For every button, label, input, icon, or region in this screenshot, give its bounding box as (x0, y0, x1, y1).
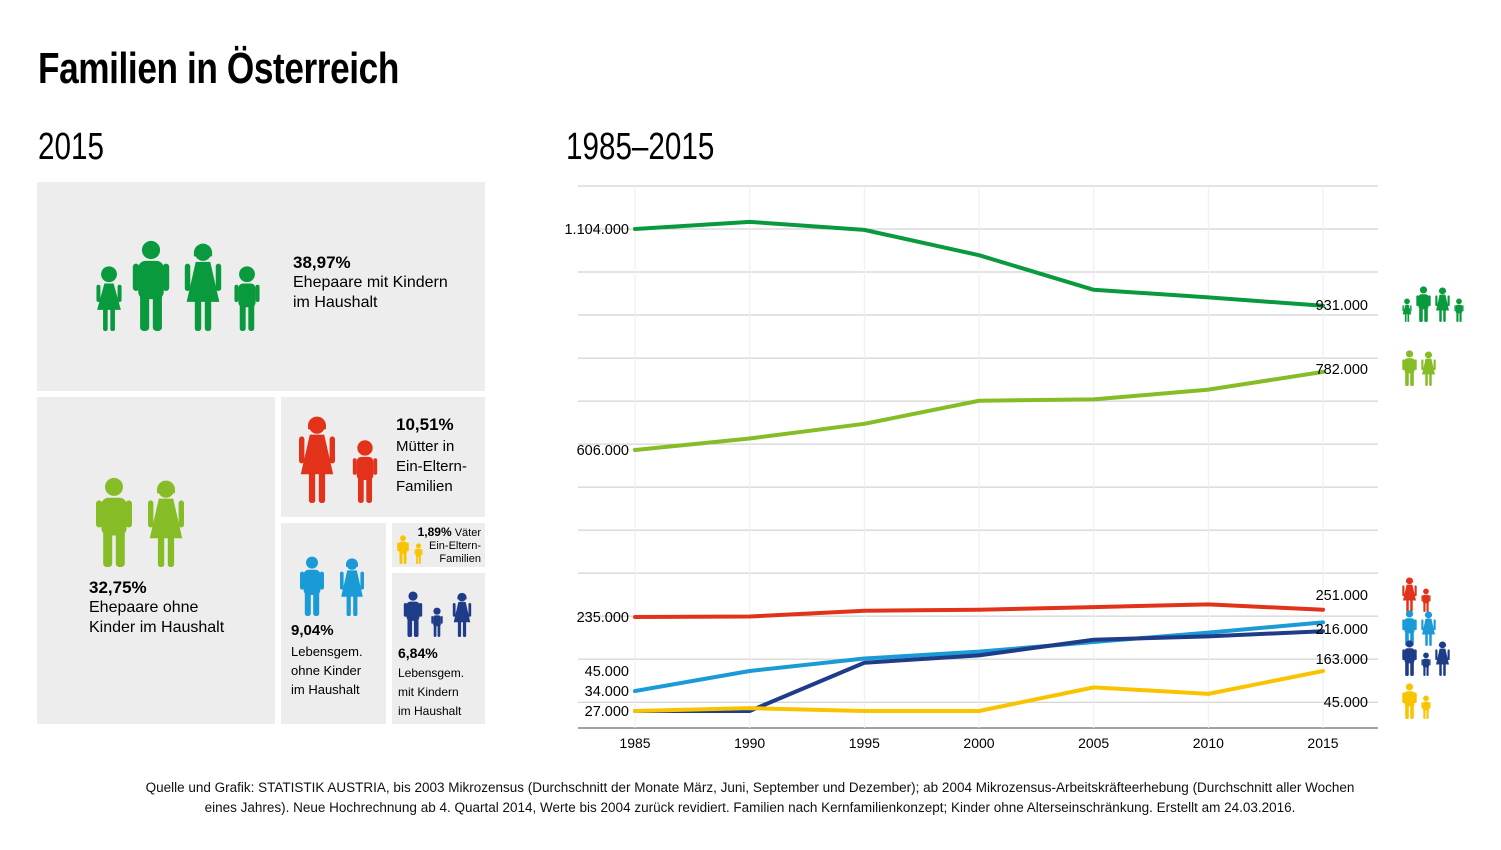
series-line-5 (633, 669, 1325, 713)
tile-label: Lebensgem. mit Kindern im Haushalt (398, 666, 465, 718)
end-value-label: 251.000 (1316, 588, 1368, 604)
person-icon (1402, 683, 1417, 719)
y-tick-label: 34.000 (585, 684, 629, 700)
right-subtitle: 1985–2015 (566, 126, 715, 168)
person-icon (1421, 695, 1431, 719)
tile-single-mothers: 10,51% Mütter in Ein-Eltern- Familien (281, 397, 485, 517)
x-tick-label: 2015 (1307, 735, 1338, 751)
tile-label: Ehepaare ohne Kinder im Haushalt (89, 599, 225, 636)
tile-percent: 10,51% (396, 415, 454, 434)
y-tick-label: 235.000 (577, 610, 629, 626)
series-line-4 (633, 629, 1325, 713)
person-icon (1421, 652, 1431, 676)
tile-percent: 9,04% (291, 622, 334, 639)
y-tick-label: 27.000 (585, 704, 629, 720)
couple-icon (300, 556, 364, 616)
end-value-label: 782.000 (1316, 362, 1368, 378)
tile-percent: 1,89% (417, 525, 452, 539)
line-chart: 1985 1990 1995 2000 2005 2010 2015 1.104.000 606… (564, 185, 1464, 751)
x-tick-label: 1995 (849, 735, 880, 751)
tile-percent: 6,84% (398, 645, 438, 661)
x-tick-label: 2005 (1078, 735, 1109, 751)
person-icon (1435, 641, 1450, 676)
person-icon (1402, 298, 1412, 322)
tile-percent: 32,75% (89, 578, 147, 597)
y-tick-label: 45.000 (585, 664, 629, 680)
person-icon (1402, 640, 1417, 676)
page-title: Familien in Österreich (38, 44, 399, 93)
end-value-label: 45.000 (1324, 695, 1368, 711)
tile-label: 1,89% Väter Ein-Eltern- Familien (417, 525, 481, 566)
couple-icon (96, 477, 184, 567)
x-tick-label: 2010 (1193, 735, 1224, 751)
person-icon (1416, 286, 1431, 322)
person-icon (1454, 298, 1464, 322)
tile-married-with-children: 38,97% Ehepaare mit Kindern im Haushalt (37, 182, 485, 391)
x-tick-label: 2000 (963, 735, 994, 751)
y-tick-label: 606.000 (577, 443, 629, 459)
person-icon (1421, 588, 1431, 612)
tile-single-fathers: 1,89% Väter Ein-Eltern- Familien (392, 523, 485, 567)
tile-label: Lebensgem. ohne Kinder im Haushalt (291, 644, 363, 697)
person-icon (1421, 611, 1436, 646)
series-line-0 (633, 219, 1325, 308)
person-icon (1435, 287, 1450, 322)
series-line-2 (633, 602, 1325, 619)
family-icon (96, 240, 260, 331)
person-icon (1402, 577, 1417, 612)
left-subtitle: 2015 (38, 126, 104, 168)
x-tick-label: 1990 (734, 735, 765, 751)
tile-married-without-children: 32,75% Ehepaare ohne Kinder im Haushalt (37, 397, 275, 724)
tile-label: Ehepaare mit Kindern im Haushalt (293, 274, 448, 311)
x-tick-label: 1985 (619, 735, 650, 751)
family-icon (403, 591, 472, 637)
tile-cohabiting-with-children: 6,84% Lebensgem. mit Kindern im Haushalt (392, 573, 485, 724)
series-line-3 (633, 620, 1325, 693)
source-note: Quelle und Grafik: STATISTIK AUSTRIA, bi… (145, 780, 1355, 815)
tile-cohabiting-without-children: 9,04% Lebensgem. ohne Kinder im Haushalt (281, 523, 386, 724)
person-icon (1402, 350, 1417, 386)
end-value-label: 931.000 (1316, 298, 1368, 314)
end-value-label: 216.000 (1316, 622, 1368, 638)
series-line-1 (633, 369, 1325, 452)
mother-child-icon (299, 416, 378, 503)
tile-label: Mütter in Ein-Eltern- Familien (396, 438, 467, 495)
end-value-label: 163.000 (1316, 652, 1368, 668)
y-tick-label: 1.104.000 (564, 222, 629, 238)
tile-percent: 38,97% (293, 253, 351, 272)
person-icon (1421, 351, 1436, 386)
